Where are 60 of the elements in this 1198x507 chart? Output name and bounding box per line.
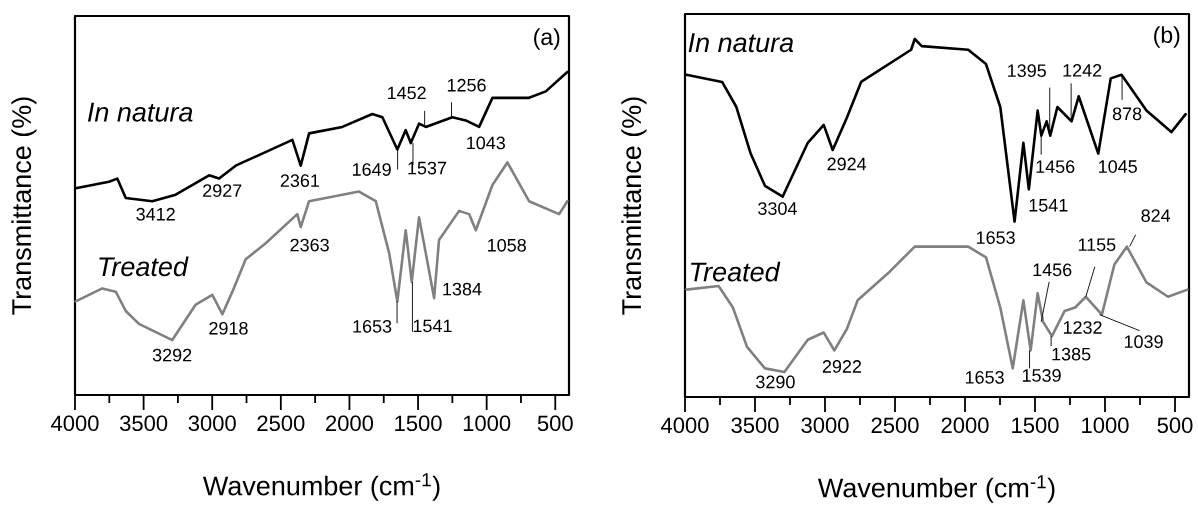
annotation: 2927 [203, 184, 242, 197]
series-label: Treated [99, 256, 189, 277]
annotation: 1242 [1063, 64, 1102, 77]
annotation: 1539 [1022, 369, 1061, 382]
annotation: 1456 [1033, 263, 1072, 277]
series-label: Treated [691, 261, 781, 282]
annotation: 1385 [1052, 347, 1091, 361]
x-tick-label: 2500 [871, 417, 919, 434]
x-axis-title: Wavenumber (cm$^{-1}$) [202, 473, 440, 501]
x-tick-label: 500 [537, 415, 573, 432]
x-tick-label: 4000 [661, 417, 709, 434]
x-axis-title: Wavenumber (cm$^{-1}$) [817, 475, 1055, 503]
x-tick-label: 1000 [1082, 417, 1129, 434]
annotation: 3290 [756, 375, 795, 389]
annotation: 1537 [408, 161, 447, 175]
series-label: In natura [688, 33, 794, 53]
annotation: 824 [1141, 209, 1171, 223]
text: In natura [87, 102, 193, 122]
annotation: 2361 [280, 174, 320, 188]
annotation: 3412 [136, 207, 175, 221]
annotation: 878 [1112, 107, 1142, 121]
annotation: 1653 [965, 370, 1004, 384]
x-tick-label: 4000 [51, 415, 99, 432]
annotation: 3304 [758, 202, 797, 215]
chart-title: (b) [1154, 26, 1180, 48]
annotation: 1653 [353, 319, 392, 333]
annotation: 1256 [447, 78, 486, 92]
annotation: 2363 [290, 238, 329, 252]
x-tick-label: 1000 [463, 415, 511, 432]
annotation: 1456 [1036, 160, 1075, 174]
x-tick-label: 3000 [801, 417, 849, 434]
y-axis-title: Transmittance (%) [11, 97, 37, 315]
annotation: 1045 [1099, 160, 1137, 173]
annotation: 1653 [976, 231, 1015, 244]
x-tick-label: 2000 [326, 415, 374, 432]
x-tick-label: 3500 [731, 417, 779, 434]
x-tick-label: 3000 [188, 415, 236, 432]
annotation: 2922 [822, 360, 862, 373]
x-tick-label: 3500 [119, 415, 168, 432]
annotation: 1649 [352, 163, 391, 176]
chart-title: (a) [534, 28, 560, 50]
x-tick-label: 2500 [257, 415, 305, 432]
x-tick-label: 500 [1157, 417, 1193, 434]
annotation: 2918 [209, 321, 248, 335]
annotation: 3292 [152, 348, 192, 362]
annotation: 1058 [488, 238, 526, 252]
annotation: 1232 [1063, 321, 1102, 334]
annotation: 1395 [1008, 64, 1046, 78]
y-axis-title: Transmittance (%) [621, 97, 647, 315]
annotation: 2924 [827, 157, 867, 171]
annotation: 1039 [1124, 335, 1163, 349]
annotation: 1155 [1078, 238, 1116, 252]
x-tick-label: 1500 [395, 415, 442, 432]
annotation: 1043 [467, 136, 505, 150]
annotation: 1541 [1029, 199, 1068, 212]
x-tick-label: 2000 [941, 417, 989, 434]
x-tick-label: 1500 [1012, 417, 1059, 434]
annotation: 1452 [387, 86, 426, 100]
annotation: 1541 [413, 319, 452, 333]
annotation: 1384 [443, 282, 482, 296]
